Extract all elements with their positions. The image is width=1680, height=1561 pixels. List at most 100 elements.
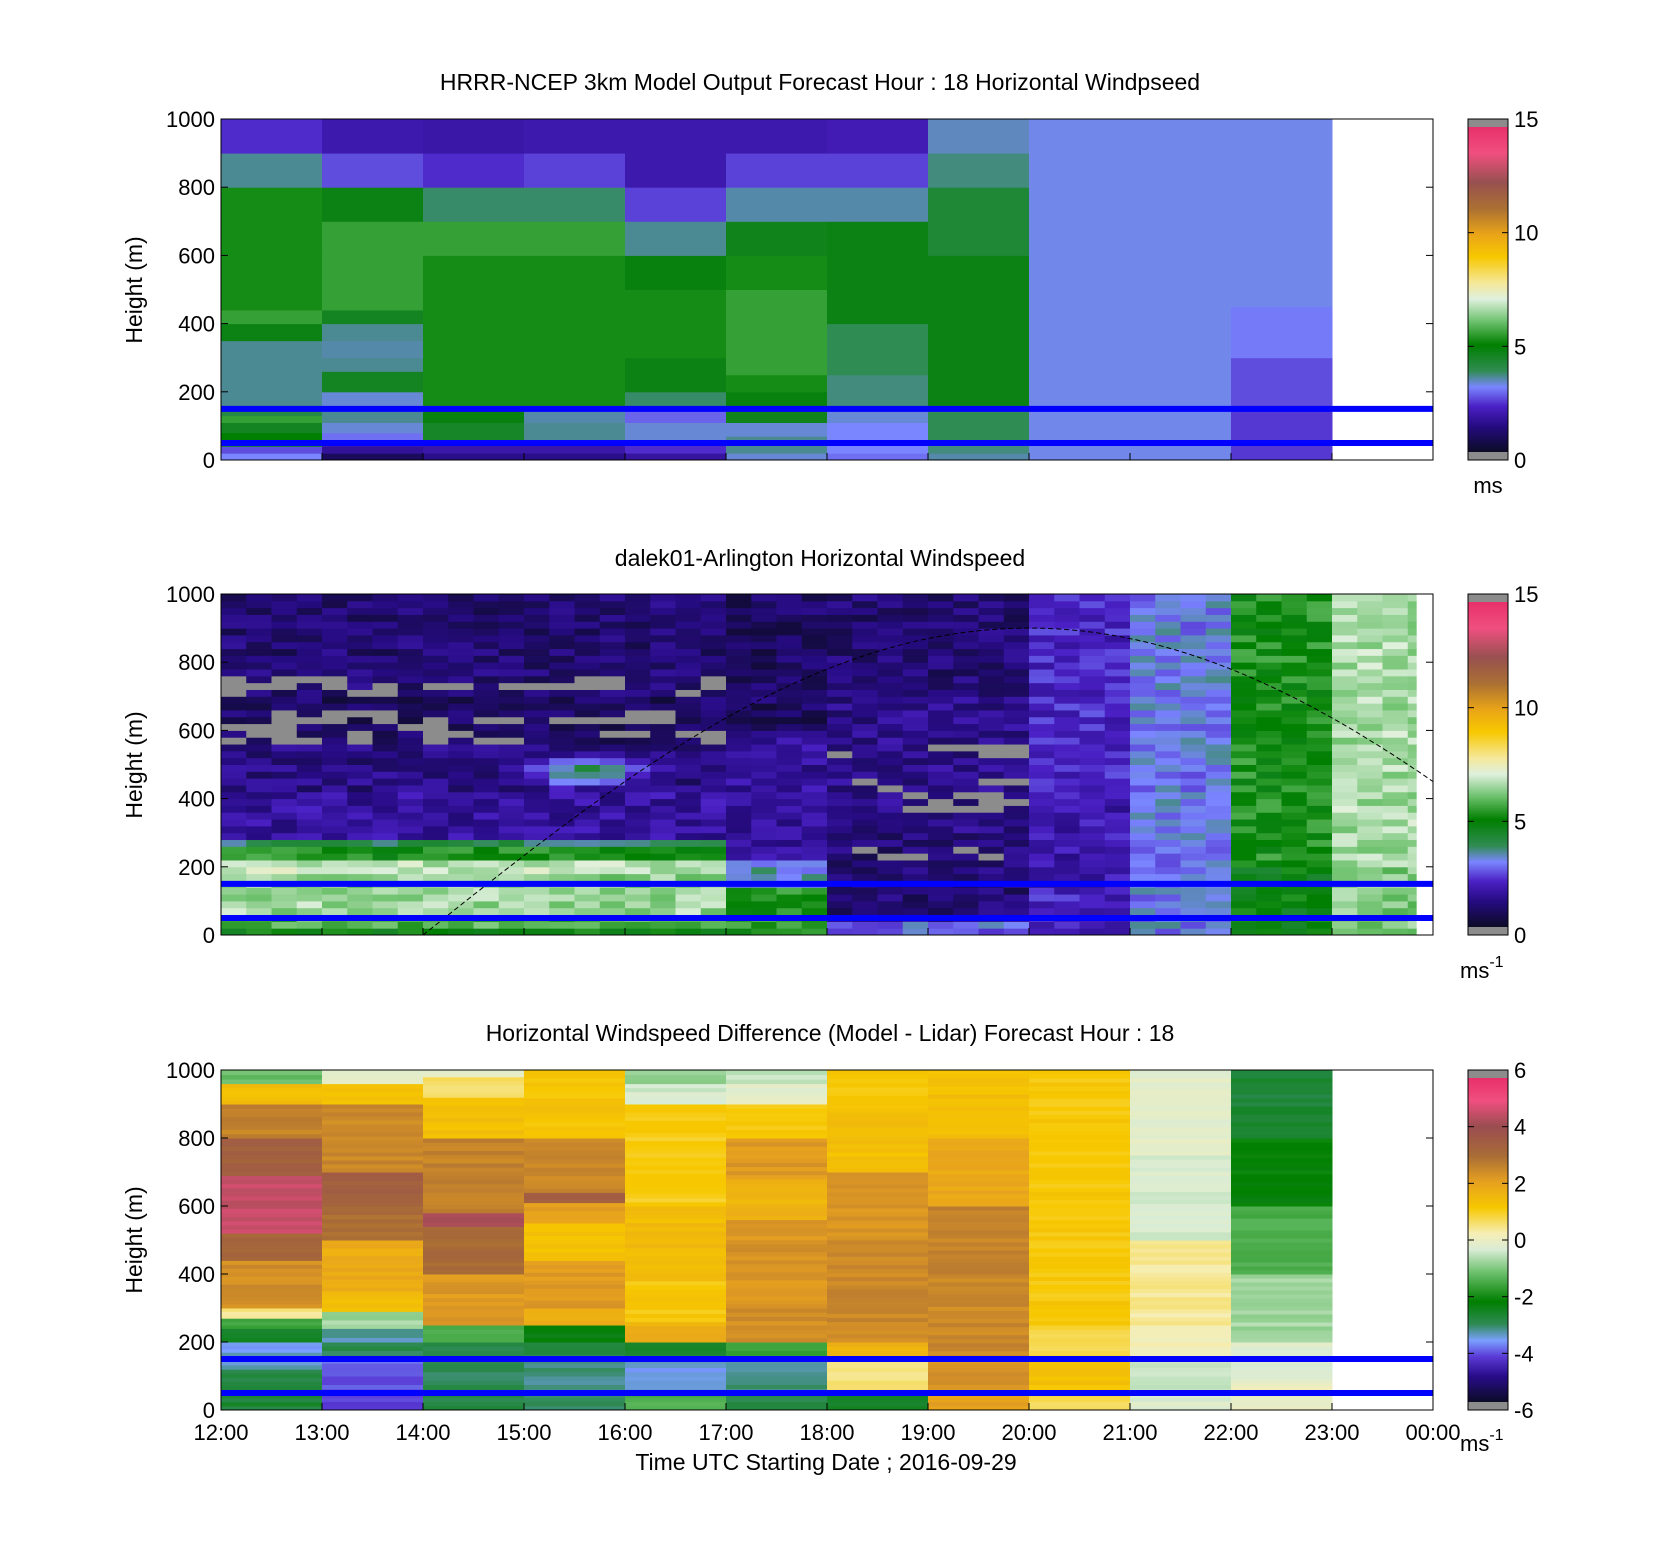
heatmap-cell (448, 853, 474, 861)
heatmap-cell (928, 1310, 1030, 1315)
heatmap-cell (827, 422, 929, 454)
heatmap-cell (1256, 928, 1282, 936)
heatmap-cell (1130, 1363, 1232, 1368)
heatmap-cell (599, 621, 626, 629)
heatmap-cell (1357, 648, 1383, 656)
heatmap-cell (372, 648, 399, 656)
heatmap-cell (1104, 750, 1131, 759)
heatmap-cell (221, 634, 247, 643)
heatmap-cell (498, 709, 525, 718)
heatmap-cell (246, 669, 272, 677)
heatmap-cell (827, 594, 853, 602)
heatmap-cell (1357, 907, 1383, 916)
heatmap-cell (1382, 634, 1409, 643)
heatmap-cell (498, 607, 525, 615)
heatmap-cell (751, 682, 777, 690)
heatmap-cell (1155, 921, 1181, 929)
heatmap-cell (397, 764, 424, 772)
heatmap-cell (448, 594, 474, 602)
heatmap-cell (1382, 812, 1409, 820)
heatmap-cell (625, 594, 651, 602)
heatmap-cell (271, 825, 298, 834)
heatmap-cell (322, 446, 424, 454)
heatmap-cell (271, 737, 298, 745)
y-tick-label: 600 (178, 718, 215, 743)
heatmap-cell (599, 771, 626, 779)
heatmap-cell (928, 1286, 1030, 1291)
heatmap-cell (1130, 1329, 1232, 1334)
heatmap-cell (978, 798, 1005, 806)
heatmap-cell (1332, 771, 1358, 779)
heatmap-cell (322, 371, 424, 386)
heatmap-cell (1231, 737, 1257, 745)
heatmap-cell (423, 1183, 525, 1189)
heatmap-cell (877, 669, 904, 677)
heatmap-cell (801, 703, 828, 711)
heatmap-cell (1256, 675, 1282, 684)
heatmap-cell (852, 764, 878, 772)
heatmap-cell (498, 825, 525, 834)
heatmap-cell (1231, 894, 1257, 902)
heatmap-cell (524, 621, 550, 629)
heatmap-cell (1180, 832, 1207, 841)
heatmap-cell (322, 771, 348, 779)
heatmap-cell (524, 1346, 626, 1351)
heatmap-cell (498, 866, 525, 875)
heatmap-cell (1029, 655, 1055, 663)
heatmap-cell (1079, 859, 1106, 868)
y-tick-label: 200 (178, 1330, 215, 1355)
heatmap-cell (726, 730, 752, 738)
heatmap-cell (625, 1116, 727, 1121)
heatmap-cell (296, 784, 323, 793)
heatmap-cell (599, 757, 626, 765)
heatmap-cell (751, 887, 777, 895)
heatmap-cell (524, 1206, 626, 1212)
colorbar-tick-label: 0 (1514, 1228, 1526, 1253)
heatmap-cell (1306, 662, 1333, 670)
heatmap-cell (726, 1095, 828, 1101)
heatmap-cell (902, 866, 929, 875)
heatmap-cell (1205, 921, 1232, 929)
heatmap-cell (1332, 682, 1358, 690)
heatmap-cell (625, 730, 651, 738)
heatmap-cell (1054, 921, 1080, 929)
heatmap-cell (322, 1108, 424, 1113)
heatmap-cell (650, 887, 676, 895)
panel-title: HRRR-NCEP 3km Model Output Forecast Hour… (440, 69, 1200, 95)
heatmap-cell (599, 887, 626, 895)
heatmap-cell (650, 928, 676, 936)
heatmap-cell (423, 866, 449, 875)
heatmap-cell (827, 1228, 929, 1233)
heatmap-cell (675, 737, 702, 745)
heatmap-cell (524, 716, 550, 725)
heatmap-cell (524, 696, 550, 704)
heatmap-cell (877, 778, 904, 786)
heatmap-cell (827, 1305, 929, 1310)
heatmap-cell (1180, 805, 1207, 813)
heatmap-cell (625, 1226, 727, 1232)
heatmap-cell (1130, 1304, 1232, 1310)
heatmap-cell (599, 873, 626, 881)
heatmap-cell (397, 921, 424, 929)
heatmap-cell (726, 716, 752, 725)
heatmap-cell (322, 859, 348, 868)
heatmap-cell (599, 900, 626, 909)
heatmap-cell (877, 825, 904, 834)
heatmap-cell (1130, 1308, 1232, 1314)
heatmap-cell (549, 928, 575, 936)
heatmap-cell (978, 682, 1005, 690)
heatmap-cell (448, 709, 474, 718)
heatmap-cell (246, 737, 272, 745)
heatmap-cell (1332, 750, 1358, 759)
heatmap-cell (726, 859, 752, 868)
heatmap-cell (902, 682, 929, 690)
heatmap-cell (574, 682, 601, 690)
heatmap-cell (827, 853, 853, 861)
heatmap-cell (1231, 1402, 1333, 1407)
heatmap-cell (928, 1322, 1030, 1328)
heatmap-cell (1205, 859, 1232, 868)
heatmap-cell (852, 798, 878, 806)
heatmap-cell (625, 1132, 727, 1138)
heatmap-cell (1231, 1282, 1333, 1287)
